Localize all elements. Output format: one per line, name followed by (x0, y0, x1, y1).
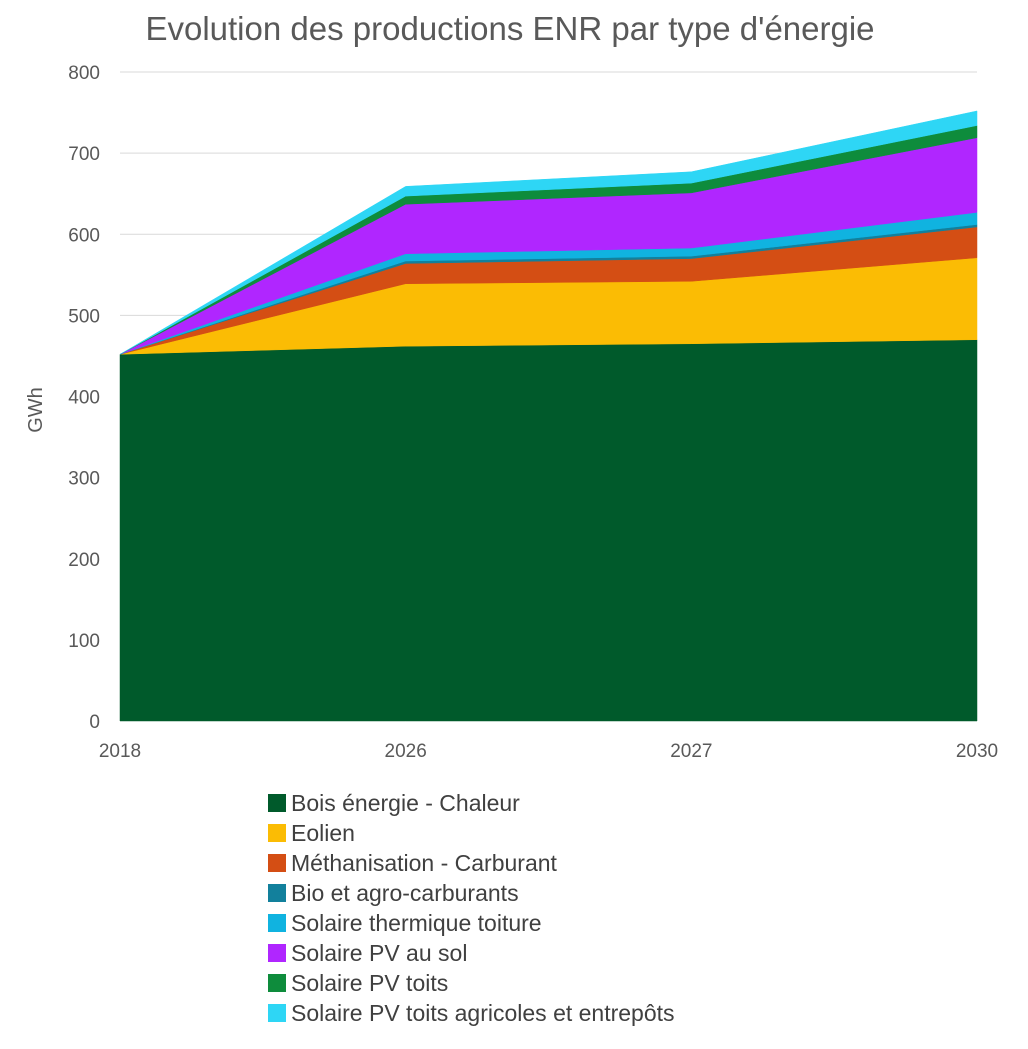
legend-label: Bio et agro-carburants (291, 879, 519, 906)
x-tick-label: 2027 (670, 741, 712, 762)
legend-label: Méthanisation - Carburant (291, 849, 557, 876)
x-tick-label: 2018 (99, 741, 141, 762)
chart-title: Evolution des productions ENR par type d… (145, 10, 874, 47)
legend-item: Méthanisation - Carburant (268, 848, 675, 878)
x-axis: 2018 2026 2027 2030 (99, 741, 998, 762)
y-tick-label: 100 (68, 631, 100, 652)
legend-item: Solaire PV toits (268, 968, 675, 998)
legend-item: Solaire thermique toiture (268, 908, 675, 938)
legend-item: Bois énergie - Chaleur (268, 788, 675, 818)
legend-item: Solaire PV au sol (268, 938, 675, 968)
legend-swatch (268, 1004, 286, 1022)
legend-swatch (268, 974, 286, 992)
legend-item: Solaire PV toits agricoles et entrepôts (268, 998, 675, 1028)
y-axis-label: GWh (25, 387, 47, 433)
legend-swatch (268, 824, 286, 842)
area-series-0 (119, 339, 978, 722)
legend-label: Solaire PV toits (291, 969, 449, 996)
legend-label: Bois énergie - Chaleur (291, 789, 520, 816)
y-axis: 0 100 200 300 400 500 600 700 800 (68, 63, 100, 733)
y-tick-label: 200 (68, 550, 100, 571)
legend-swatch (268, 914, 286, 932)
legend-swatch (268, 854, 286, 872)
y-tick-label: 500 (68, 306, 100, 327)
legend-label: Eolien (291, 819, 355, 846)
legend-label: Solaire PV au sol (291, 939, 468, 966)
legend-item: Bio et agro-carburants (268, 878, 675, 908)
x-tick-label: 2026 (385, 741, 427, 762)
legend: Bois énergie - Chaleur Eolien Méthanisatio… (268, 788, 675, 1028)
x-tick-label: 2030 (956, 741, 998, 762)
legend-label: Solaire thermique toiture (291, 909, 542, 936)
legend-swatch (268, 794, 286, 812)
y-tick-label: 0 (89, 712, 100, 733)
y-tick-label: 700 (68, 144, 100, 165)
plot-area (119, 110, 978, 722)
y-tick-label: 800 (68, 63, 100, 84)
legend-swatch (268, 944, 286, 962)
y-tick-label: 400 (68, 388, 100, 409)
y-tick-label: 300 (68, 469, 100, 490)
legend-label: Solaire PV toits agricoles et entrepôts (291, 999, 675, 1026)
area-series-7 (119, 110, 978, 355)
legend-swatch (268, 884, 286, 902)
legend-item: Eolien (268, 818, 675, 848)
y-tick-label: 600 (68, 225, 100, 246)
